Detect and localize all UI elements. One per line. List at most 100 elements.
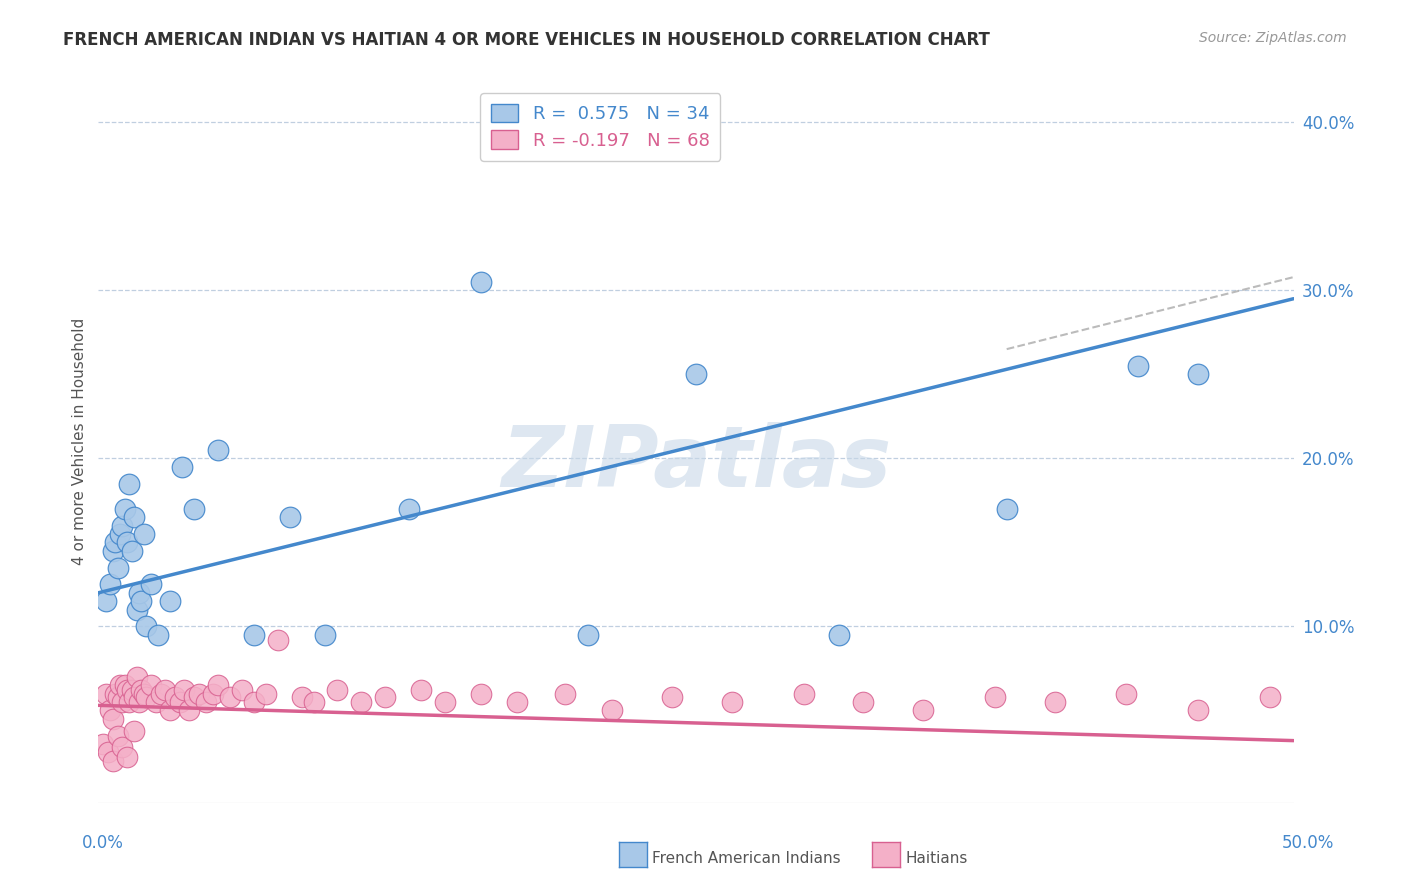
Point (1128, 359, 1150, 373)
Point (506, 695, 529, 709)
Point (1187, 368, 1209, 382)
Point (132, 687, 155, 701)
Point (94, 687, 117, 701)
Point (115, 535, 138, 549)
Point (155, 683, 177, 698)
Point (135, 619, 157, 633)
Point (163, 690, 186, 704)
Point (139, 678, 162, 692)
Point (350, 695, 373, 709)
Point (183, 690, 205, 704)
Point (115, 750, 138, 764)
Point (159, 594, 181, 608)
Point (124, 510, 146, 524)
Text: 0.0%: 0.0% (82, 834, 124, 852)
Point (721, 695, 744, 709)
Point (132, 527, 155, 541)
Point (104, 535, 127, 549)
Point (1330, 695, 1353, 709)
Point (173, 683, 195, 698)
Point (398, 501, 420, 516)
Point (135, 690, 157, 704)
Point (793, 687, 815, 701)
Point (94, 594, 117, 608)
Point (118, 695, 141, 709)
Point (101, 754, 124, 768)
Point (911, 703, 934, 717)
Point (411, 683, 433, 698)
Point (131, 594, 153, 608)
Point (1187, 703, 1209, 717)
Point (139, 577, 162, 591)
Point (195, 695, 218, 709)
Point (169, 695, 191, 709)
Point (148, 628, 170, 642)
Point (685, 368, 707, 382)
Point (107, 690, 129, 704)
Text: FRENCH AMERICAN INDIAN VS HAITIAN 4 OR MORE VEHICLES IN HOUSEHOLD CORRELATION CH: FRENCH AMERICAN INDIAN VS HAITIAN 4 OR M… (63, 31, 990, 49)
Point (1115, 687, 1137, 701)
Point (315, 628, 337, 642)
Point (470, 275, 492, 289)
Point (243, 695, 266, 709)
Point (121, 543, 143, 558)
Point (101, 712, 124, 726)
Point (104, 687, 127, 701)
Point (125, 670, 148, 684)
Point (125, 602, 148, 616)
Text: French American Indians: French American Indians (652, 851, 841, 865)
Point (302, 695, 325, 709)
Point (1043, 695, 1066, 709)
Point (470, 687, 492, 701)
Point (131, 683, 153, 698)
Point (1258, 690, 1281, 704)
Point (115, 683, 138, 698)
Point (98, 577, 122, 591)
Point (852, 695, 875, 709)
Point (124, 723, 146, 738)
Text: ZIPatlas: ZIPatlas (501, 422, 891, 505)
Point (108, 678, 131, 692)
Point (114, 501, 136, 516)
Text: Haitians: Haitians (905, 851, 967, 865)
Point (91, 737, 114, 751)
Point (118, 476, 141, 491)
Point (111, 695, 134, 709)
Point (374, 690, 396, 704)
Point (207, 678, 229, 692)
Point (243, 628, 266, 642)
Point (291, 690, 314, 704)
Legend: R =  0.575   N = 34, R = -0.197   N = 68: R = 0.575 N = 34, R = -0.197 N = 68 (481, 93, 720, 161)
Point (128, 586, 150, 600)
Point (187, 687, 209, 701)
Point (107, 729, 129, 743)
Point (149, 687, 172, 701)
Point (159, 703, 181, 717)
Y-axis label: 4 or more Vehicles in Household: 4 or more Vehicles in Household (72, 318, 87, 566)
Point (434, 695, 457, 709)
Point (254, 687, 277, 701)
Text: Source: ZipAtlas.com: Source: ZipAtlas.com (1199, 31, 1347, 45)
Point (114, 678, 136, 692)
Point (179, 703, 201, 717)
Point (1391, 703, 1406, 717)
Point (111, 740, 134, 755)
Point (267, 632, 290, 647)
Point (107, 560, 129, 574)
Point (995, 501, 1018, 516)
Point (231, 683, 253, 698)
Point (183, 501, 205, 516)
Point (121, 683, 143, 698)
Point (98, 703, 122, 717)
Point (172, 459, 194, 474)
Point (326, 683, 349, 698)
Point (101, 543, 124, 558)
Point (602, 703, 624, 717)
Point (554, 687, 576, 701)
Point (124, 690, 146, 704)
Point (108, 527, 131, 541)
Point (661, 690, 683, 704)
Point (97, 745, 120, 759)
Point (111, 518, 134, 533)
Point (984, 690, 1007, 704)
